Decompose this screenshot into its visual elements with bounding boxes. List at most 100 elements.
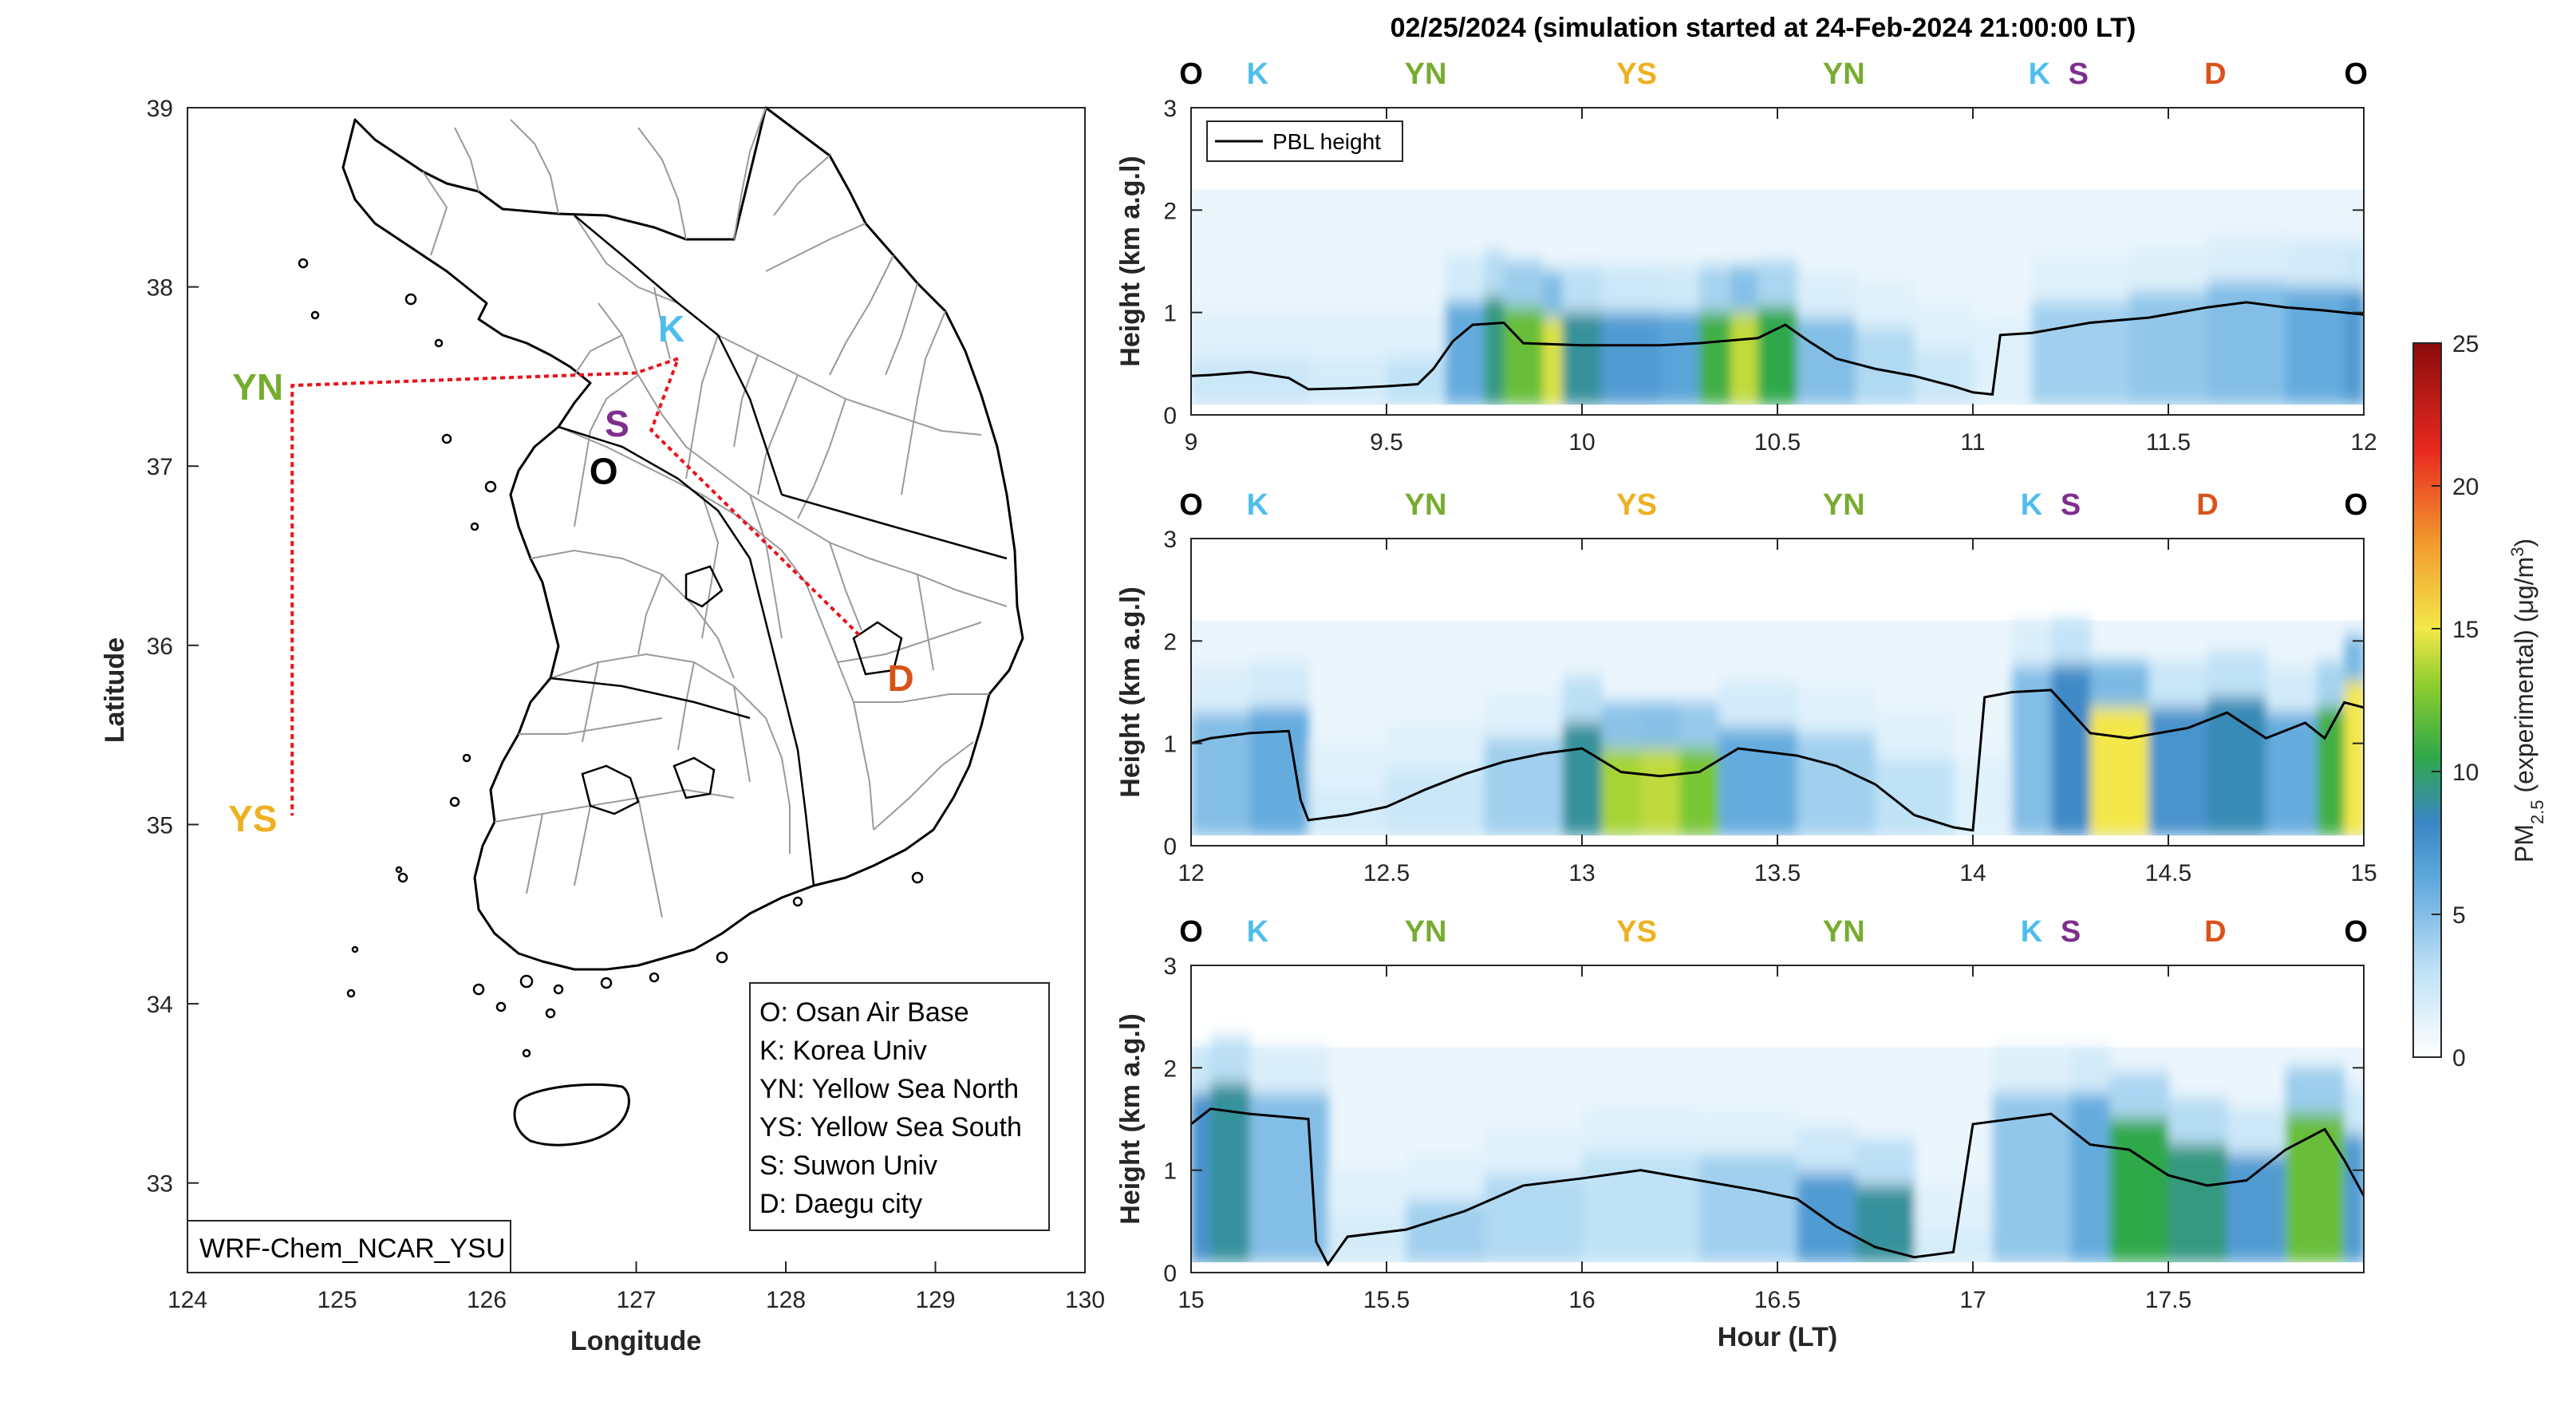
map-station-label-o: O: [590, 450, 618, 491]
station-marker-ys: YS: [1616, 488, 1657, 522]
pm-column-halo: [2129, 246, 2208, 292]
pm-column: [1953, 804, 2013, 836]
x-tick-label: 9: [1185, 429, 1198, 456]
pm-column: [1660, 312, 1700, 405]
pbl-height-line: [1191, 301, 2364, 396]
pm-columns: [1191, 235, 2364, 405]
pm-column: [1679, 748, 1720, 836]
map-y-tick-label: 39: [147, 96, 173, 122]
pm-column-halo: [1601, 266, 1661, 313]
pm-column-halo: [1562, 266, 1603, 313]
x-tick-label: 14: [1959, 860, 1986, 886]
map-station-labels: K SO YN YS D: [228, 308, 913, 839]
pm-column: [1992, 1093, 2072, 1263]
pm-column-halo: [1308, 743, 1387, 790]
colorbar-label: PM2.5 (experimental) (μg/m3): [2507, 539, 2547, 862]
y-tick-label: 2: [1163, 1056, 1177, 1082]
pm-column-halo: [1191, 1047, 1212, 1094]
pm-column-halo: [1797, 271, 1856, 318]
pm-column: [1484, 297, 1505, 405]
pm-column: [1484, 738, 1564, 836]
station-marker-yn: YN: [1405, 488, 1447, 522]
station-marker-d: D: [2204, 915, 2226, 949]
x-tick-label: 17.5: [2145, 1287, 2191, 1313]
pm-column: [1191, 712, 1251, 836]
y-tick-label: 0: [1163, 403, 1177, 429]
pm-column-halo: [2227, 1108, 2286, 1155]
pm-column-halo: [2168, 1098, 2228, 1145]
station-marker-o: O: [1179, 57, 1203, 91]
pm-column-halo: [1484, 692, 1564, 739]
map-x-tick-label: 128: [766, 1287, 806, 1313]
pm-column-halo: [1973, 318, 2033, 364]
map-y-tick-label: 33: [147, 1171, 173, 1198]
islands: [298, 258, 924, 1058]
map-station-label-s: S: [605, 403, 629, 444]
x-tick-label: 11: [1960, 429, 1985, 456]
pm-column-halo: [1543, 271, 1564, 318]
pm-column-halo: [1640, 702, 1681, 749]
pm-column: [2168, 1144, 2228, 1263]
station-legend-entry: YN: Yellow Sea North: [759, 1074, 1019, 1104]
x-tick-label: 12: [2350, 429, 2377, 456]
pm-column: [1601, 312, 1661, 405]
pm-column: [1699, 1154, 1798, 1263]
x-tick-label: 16.5: [1754, 1287, 1801, 1313]
map-y-tick-label: 34: [147, 992, 173, 1018]
pm-column: [1191, 1093, 1212, 1263]
curtain-panel-3: 15 15.5 16 16.5 17 17.5 0 1 2 3 Height (km a.g.l) O…: [1115, 915, 2368, 1313]
model-label-box: [187, 1220, 511, 1273]
pm-column-halo: [1679, 702, 1720, 749]
y-tick-label: 3: [1163, 96, 1177, 122]
map-station-label-ys: YS: [228, 798, 277, 839]
pm-column: [1504, 307, 1544, 405]
pm-column: [1699, 312, 1732, 405]
station-marker-yn: YN: [1405, 57, 1447, 91]
pm-column: [1797, 1173, 1856, 1263]
station-marker-ys: YS: [1616, 915, 1657, 949]
pm-column: [2344, 289, 2364, 405]
station-marker-s: S: [2069, 57, 2089, 91]
colorbar: 0 5 10 15 20 25 PM2.5 (experimental) (μg/m3): [2412, 331, 2547, 1072]
map-x-tick-label: 125: [317, 1287, 357, 1313]
pm-column-halo: [1856, 1139, 1915, 1186]
x-tick-label: 13.5: [1754, 860, 1801, 886]
pm-column-halo: [1699, 266, 1732, 313]
pm-column-halo: [1191, 312, 1309, 359]
station-legend-box: [749, 982, 1050, 1231]
y-tick-label: 3: [1163, 953, 1177, 980]
pbl-legend-text: PBL height: [1272, 129, 1381, 154]
pm-column-halo: [1797, 1127, 1856, 1174]
y-axis-label: Height (km a.g.l): [1115, 156, 1146, 366]
y-axis-label: Height (km a.g.l): [1115, 586, 1146, 797]
pm-column: [1562, 312, 1603, 405]
pm-column-halo: [2286, 1068, 2345, 1115]
map-x-tick-label: 130: [1065, 1287, 1105, 1313]
pm-column: [1445, 302, 1485, 405]
colorbar-tick-label: 10: [2452, 760, 2479, 786]
station-marker-d: D: [2196, 488, 2218, 522]
pm-columns: [1191, 618, 2364, 836]
colorbar-tick-label: 0: [2452, 1045, 2466, 1072]
pm-column-halo: [1387, 723, 1485, 769]
colorbar-tick-label: 15: [2452, 617, 2479, 643]
flight-track: [290, 356, 862, 816]
map-x-axis-label: Longitude: [570, 1326, 701, 1356]
model-label: WRF-Chem_NCAR_YSU: [199, 1233, 506, 1264]
map-station-label-k: K: [658, 308, 684, 349]
x-tick-label: 15.5: [1363, 1287, 1410, 1313]
pm-column: [1484, 1175, 1583, 1263]
province-boundaries: [550, 215, 1008, 886]
pm-column-halo: [1953, 758, 2013, 805]
station-marker-s: S: [2061, 488, 2081, 522]
pm-field: [1191, 189, 2364, 415]
pm-column-halo: [1660, 266, 1700, 313]
x-tick-label: 16: [1568, 1287, 1595, 1313]
y-axis-label: Height (km a.g.l): [1115, 1013, 1146, 1224]
pm-column-halo: [1718, 681, 1798, 728]
x-tick-label: 17: [1959, 1287, 1986, 1313]
station-legend-entry: D: Daegu city: [759, 1189, 922, 1219]
